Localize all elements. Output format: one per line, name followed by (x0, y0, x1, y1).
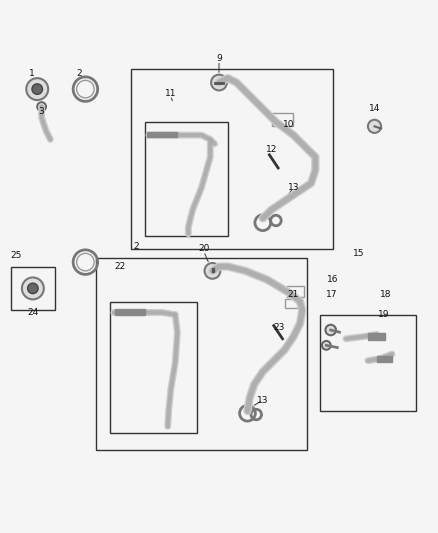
Circle shape (325, 325, 336, 335)
Text: 11: 11 (165, 89, 177, 98)
Bar (11, 266, 55, 310)
Bar (368, 333, 385, 340)
Text: 16: 16 (327, 275, 339, 284)
Text: 12: 12 (266, 144, 277, 154)
Bar (272, 113, 293, 126)
Bar (131, 69, 333, 249)
Text: 13: 13 (257, 395, 268, 405)
Text: 20: 20 (198, 245, 209, 254)
Bar (320, 314, 416, 411)
Circle shape (32, 84, 42, 94)
Text: 2: 2 (133, 243, 138, 251)
Bar (147, 132, 177, 138)
Text: 22: 22 (115, 262, 126, 271)
Text: 15: 15 (353, 249, 365, 258)
Bar (115, 310, 145, 315)
Text: 25: 25 (11, 251, 22, 260)
Text: 24: 24 (27, 308, 39, 317)
Text: 17: 17 (326, 290, 338, 300)
Circle shape (322, 341, 331, 350)
Text: 1: 1 (28, 69, 35, 78)
Circle shape (28, 283, 38, 294)
Circle shape (26, 78, 48, 100)
Bar (212, 268, 214, 272)
Text: 18: 18 (380, 290, 391, 300)
Bar (377, 356, 392, 361)
Text: 13: 13 (288, 183, 299, 192)
Circle shape (368, 120, 381, 133)
Bar (285, 300, 302, 308)
Bar (110, 302, 197, 433)
Text: 9: 9 (216, 54, 222, 63)
Circle shape (211, 75, 227, 91)
Text: 23: 23 (274, 324, 285, 332)
Bar (96, 258, 307, 450)
Text: 10: 10 (283, 119, 295, 128)
Circle shape (22, 278, 44, 300)
Bar (145, 122, 228, 236)
Text: 2: 2 (76, 69, 81, 78)
Circle shape (205, 263, 220, 279)
Text: 19: 19 (378, 310, 390, 319)
Text: 21: 21 (288, 290, 299, 300)
Bar (287, 286, 304, 297)
Text: 14: 14 (369, 104, 380, 114)
Circle shape (37, 102, 46, 111)
Text: 3: 3 (39, 107, 45, 116)
